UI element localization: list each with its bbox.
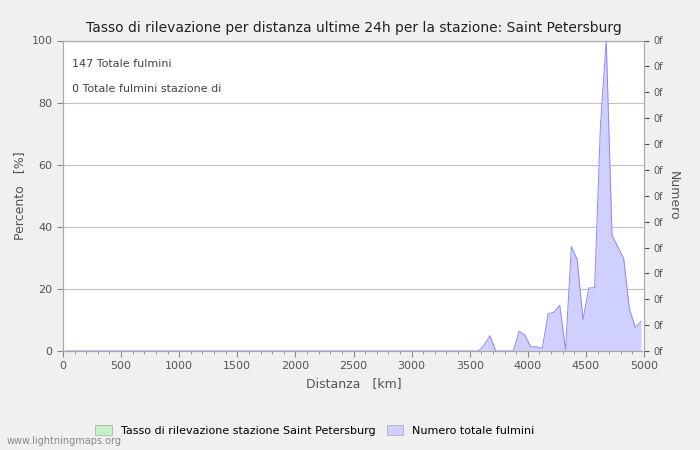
Text: www.lightningmaps.org: www.lightningmaps.org [7, 436, 122, 446]
Title: Tasso di rilevazione per distanza ultime 24h per la stazione: Saint Petersburg: Tasso di rilevazione per distanza ultime… [85, 21, 622, 35]
Text: 147 Totale fulmini: 147 Totale fulmini [71, 59, 172, 69]
Y-axis label: Percento   [%]: Percento [%] [13, 152, 26, 240]
X-axis label: Distanza   [km]: Distanza [km] [306, 377, 401, 390]
Legend: Tasso di rilevazione stazione Saint Petersburg, Numero totale fulmini: Tasso di rilevazione stazione Saint Pete… [91, 420, 539, 440]
Y-axis label: Numero: Numero [667, 171, 680, 220]
Text: 0 Totale fulmini stazione di: 0 Totale fulmini stazione di [71, 84, 221, 94]
